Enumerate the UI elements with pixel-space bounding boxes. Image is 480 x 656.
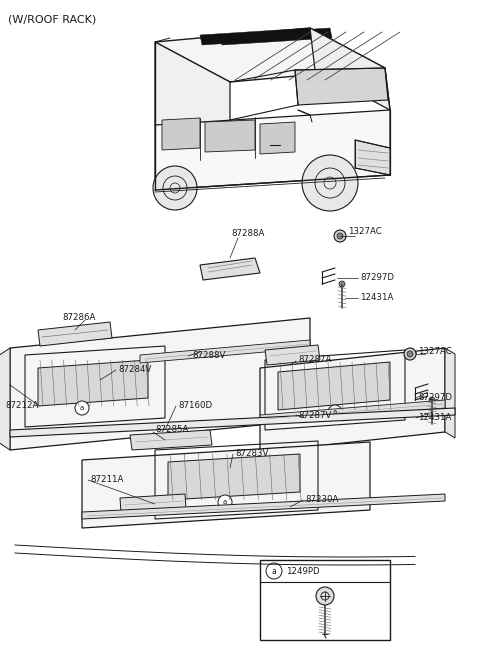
Text: 1327AC: 1327AC xyxy=(348,228,382,237)
Polygon shape xyxy=(265,345,320,365)
Text: 87284V: 87284V xyxy=(118,365,151,375)
Circle shape xyxy=(153,166,197,210)
Text: 1327AC: 1327AC xyxy=(418,348,452,356)
Text: 87212A: 87212A xyxy=(5,401,38,409)
Polygon shape xyxy=(310,28,390,110)
Polygon shape xyxy=(140,340,310,363)
Circle shape xyxy=(429,397,435,403)
Polygon shape xyxy=(220,28,332,45)
Polygon shape xyxy=(82,442,370,528)
Polygon shape xyxy=(38,360,148,406)
Polygon shape xyxy=(10,318,310,450)
Circle shape xyxy=(339,281,345,287)
FancyBboxPatch shape xyxy=(260,560,390,640)
Polygon shape xyxy=(10,408,455,437)
Polygon shape xyxy=(445,348,455,438)
Text: 87160D: 87160D xyxy=(178,401,212,409)
Text: 87287A: 87287A xyxy=(298,356,331,365)
Text: a: a xyxy=(272,567,276,575)
Circle shape xyxy=(218,495,232,509)
Circle shape xyxy=(266,563,282,579)
Polygon shape xyxy=(260,400,445,423)
Text: (W/ROOF RACK): (W/ROOF RACK) xyxy=(8,14,96,24)
Polygon shape xyxy=(260,348,445,452)
Polygon shape xyxy=(155,28,385,82)
Text: 87288A: 87288A xyxy=(231,229,264,238)
Polygon shape xyxy=(168,454,300,500)
Text: 87211A: 87211A xyxy=(90,476,123,485)
Circle shape xyxy=(328,405,342,419)
Text: 87283V: 87283V xyxy=(235,449,268,457)
Polygon shape xyxy=(355,140,390,175)
Polygon shape xyxy=(155,42,230,165)
Text: a: a xyxy=(223,499,227,505)
Text: 87288V: 87288V xyxy=(192,350,226,359)
Circle shape xyxy=(337,233,343,239)
Text: 12431A: 12431A xyxy=(360,293,394,302)
Circle shape xyxy=(407,351,413,357)
Polygon shape xyxy=(200,258,260,280)
Polygon shape xyxy=(155,110,390,190)
Polygon shape xyxy=(200,28,312,45)
Circle shape xyxy=(316,587,334,605)
Polygon shape xyxy=(38,322,112,346)
Text: 12431A: 12431A xyxy=(418,413,451,422)
Polygon shape xyxy=(205,120,255,152)
Circle shape xyxy=(334,230,346,242)
Text: a: a xyxy=(333,409,337,415)
Polygon shape xyxy=(278,362,390,410)
Polygon shape xyxy=(120,494,186,513)
Text: 87286A: 87286A xyxy=(62,314,96,323)
Text: 87297D: 87297D xyxy=(360,274,394,283)
Text: 87287V: 87287V xyxy=(298,411,331,419)
Text: 87285A: 87285A xyxy=(155,426,188,434)
Polygon shape xyxy=(260,122,295,154)
Text: 87230A: 87230A xyxy=(305,495,338,504)
Polygon shape xyxy=(0,348,10,450)
Polygon shape xyxy=(130,430,212,450)
Circle shape xyxy=(404,348,416,360)
Circle shape xyxy=(75,401,89,415)
Circle shape xyxy=(302,155,358,211)
Polygon shape xyxy=(82,494,445,519)
Text: 1249PD: 1249PD xyxy=(286,567,320,575)
Text: a: a xyxy=(80,405,84,411)
Text: 87297D: 87297D xyxy=(418,394,452,403)
Polygon shape xyxy=(162,118,200,150)
Polygon shape xyxy=(295,68,388,105)
